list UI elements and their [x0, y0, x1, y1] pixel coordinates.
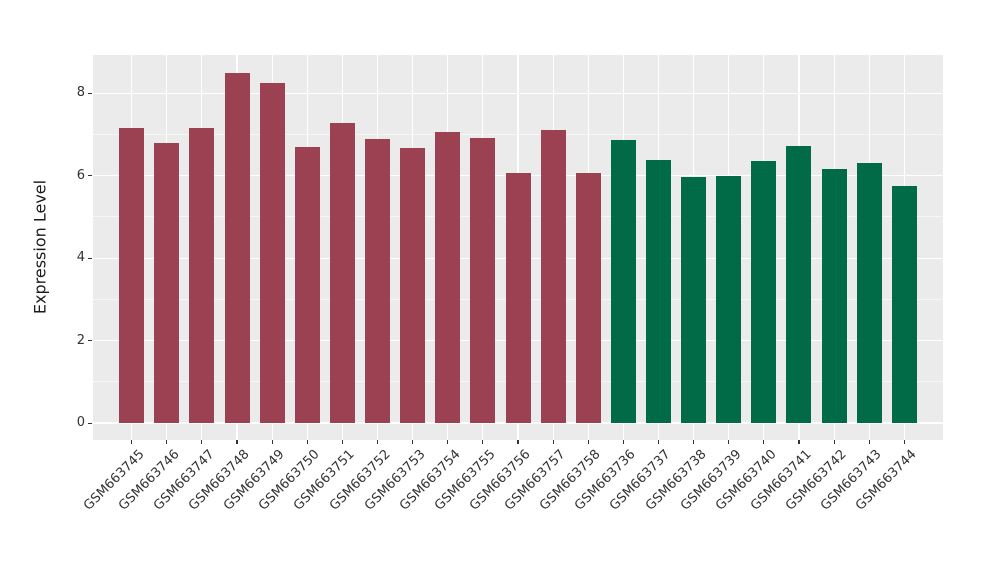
x-tick-mark [903, 440, 905, 444]
bar-GSM663747 [189, 128, 215, 424]
bar-GSM663740 [751, 160, 777, 424]
y-tick-label: 0 [76, 415, 85, 431]
bar-GSM663750 [294, 146, 320, 424]
x-tick-mark [482, 440, 484, 444]
y-tick-mark [88, 257, 92, 259]
plot-panel [93, 55, 943, 440]
y-tick-mark [88, 340, 92, 342]
bar-GSM663741 [786, 146, 812, 424]
bar-GSM663758 [575, 173, 601, 424]
bar-GSM663737 [645, 160, 671, 424]
x-tick-mark [412, 440, 414, 444]
x-tick-mark [376, 440, 379, 444]
x-tick-mark [306, 440, 308, 444]
bar-GSM663744 [891, 186, 917, 424]
bar-GSM663754 [435, 132, 461, 424]
x-tick-mark [166, 440, 168, 444]
bar-GSM663743 [856, 162, 882, 424]
bar-GSM663738 [681, 177, 707, 424]
x-tick-mark [833, 440, 835, 444]
bar-GSM663748 [224, 73, 250, 424]
x-tick-mark [517, 440, 519, 444]
y-tick-mark [88, 175, 92, 177]
bar-GSM663757 [540, 129, 566, 424]
bar-GSM663756 [505, 173, 531, 424]
x-tick-mark [798, 440, 800, 444]
x-tick-mark [622, 440, 624, 444]
y-tick-mark [88, 422, 92, 424]
x-tick-mark [236, 440, 238, 444]
bar-GSM663752 [365, 139, 390, 424]
x-tick-mark [552, 440, 554, 444]
x-tick-mark [728, 440, 730, 444]
bar-GSM663753 [400, 147, 426, 424]
x-tick-mark [341, 440, 343, 444]
x-tick-mark [201, 440, 203, 444]
x-tick-mark [763, 440, 765, 444]
x-tick-mark [271, 440, 273, 444]
y-tick-mark [88, 92, 92, 95]
y-tick-label: 4 [76, 250, 85, 266]
bar-GSM663746 [154, 142, 180, 424]
y-tick-label: 6 [76, 167, 85, 183]
x-tick-mark [868, 440, 870, 444]
bar-GSM663755 [470, 137, 496, 424]
x-tick-mark [447, 440, 449, 444]
bar-GSM663751 [329, 123, 355, 424]
bar-GSM663739 [716, 175, 742, 424]
bar-GSM663745 [119, 128, 145, 424]
x-tick-mark [587, 440, 589, 444]
y-tick-label: 8 [76, 85, 85, 101]
y-axis-title-text: Expression Level [30, 179, 50, 315]
bar-GSM663749 [259, 82, 285, 424]
bar-GSM663742 [821, 169, 847, 424]
bar-GSM663736 [610, 140, 636, 424]
y-tick-label: 2 [76, 332, 85, 348]
x-tick-mark [693, 440, 695, 444]
x-tick-mark [657, 440, 660, 444]
x-tick-mark [131, 440, 133, 444]
